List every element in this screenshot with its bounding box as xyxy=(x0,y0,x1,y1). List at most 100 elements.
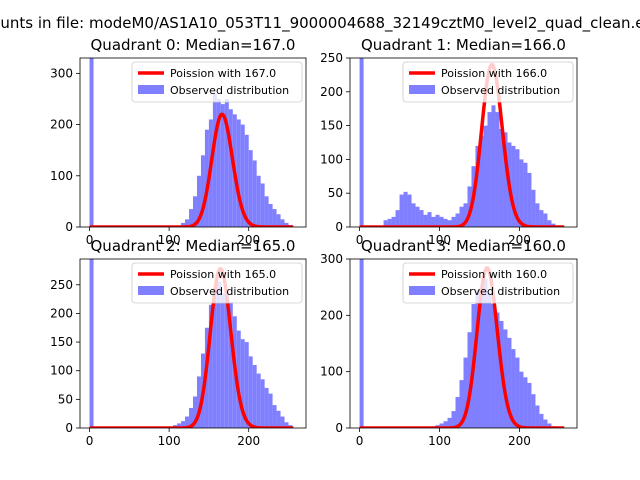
panel-title: Quadrant 3: Median=160.0 xyxy=(361,237,566,255)
histogram-bar xyxy=(539,210,544,227)
histogram-bar xyxy=(216,98,221,227)
histogram-bar xyxy=(511,349,516,428)
histogram-bar xyxy=(276,214,281,227)
y-tick-label: 50 xyxy=(328,186,343,200)
histogram-bar xyxy=(443,218,448,227)
histogram-bar xyxy=(256,373,261,428)
histogram-bar xyxy=(248,356,253,428)
histogram-bar xyxy=(256,175,261,227)
histogram-bar xyxy=(439,216,444,227)
y-tick-label: 150 xyxy=(320,119,343,133)
x-tick-label: 100 xyxy=(428,434,451,448)
histogram-bar xyxy=(228,109,233,227)
histogram-bar xyxy=(240,124,245,227)
histogram-bar xyxy=(523,162,528,227)
histogram-bar xyxy=(515,357,520,428)
legend-label-poisson: Poission with 160.0 xyxy=(441,268,547,281)
histogram-bar xyxy=(515,149,520,227)
legend-box xyxy=(402,61,574,103)
histogram-bar xyxy=(447,417,452,428)
histogram-bar xyxy=(272,405,277,428)
histogram-bar xyxy=(491,105,496,227)
histogram-bar xyxy=(507,337,512,428)
x-tick-label: 200 xyxy=(237,233,260,247)
histogram-bar xyxy=(451,216,456,227)
histogram-bar xyxy=(495,112,500,227)
y-tick-label: 200 xyxy=(320,308,343,322)
histogram-bar xyxy=(204,129,209,227)
histogram-bar xyxy=(212,93,217,227)
y-tick-label: 0 xyxy=(335,421,343,435)
legend-hist-swatch xyxy=(409,85,435,94)
legend: Poission with 166.0 Observed distribution xyxy=(402,61,574,103)
histogram-bar xyxy=(535,405,540,428)
axes-frame xyxy=(79,258,307,429)
panel-title: Quadrant 1: Median=166.0 xyxy=(361,36,566,54)
histogram-bar xyxy=(487,112,492,227)
y-tick-label: 0 xyxy=(335,220,343,234)
legend-box xyxy=(131,262,303,304)
y-tick-label: 100 xyxy=(50,169,73,183)
histogram-bar xyxy=(264,387,269,428)
histogram-bar xyxy=(89,58,94,227)
histogram-bar xyxy=(196,376,201,428)
histogram-bar xyxy=(503,329,508,428)
histogram-bar xyxy=(89,259,94,428)
histogram-bar xyxy=(459,380,464,428)
histogram-bar xyxy=(519,371,524,428)
histogram-bar xyxy=(196,175,201,227)
histogram-bar xyxy=(539,413,544,428)
histogram-bar xyxy=(467,332,472,428)
histogram-bar xyxy=(423,214,428,227)
histogram-bar xyxy=(359,259,364,428)
histogram-bar xyxy=(216,281,221,428)
axes-frame xyxy=(349,258,578,429)
histogram-bar xyxy=(527,172,532,227)
histogram-bar xyxy=(419,210,424,227)
histogram-bar xyxy=(244,134,249,227)
histogram-bar xyxy=(212,287,217,428)
histogram-bar xyxy=(272,209,277,227)
histogram-bar xyxy=(280,416,285,428)
histogram-bar xyxy=(483,125,488,227)
x-tick-label: 200 xyxy=(237,434,260,448)
histogram-bar xyxy=(189,407,193,428)
legend: Poission with 160.0 Observed distribution xyxy=(402,262,574,304)
histogram-bar xyxy=(244,342,249,428)
histogram-bar xyxy=(527,382,532,428)
legend-hist-swatch xyxy=(138,286,164,295)
x-tick-label: 100 xyxy=(428,233,451,247)
x-tick-label: 100 xyxy=(158,233,181,247)
legend-label-histogram: Observed distribution xyxy=(441,84,560,97)
histogram-bar xyxy=(455,213,460,227)
histogram-bar xyxy=(443,421,448,428)
histogram-bar xyxy=(220,104,225,227)
histogram-bar xyxy=(547,220,552,227)
histogram-bar xyxy=(200,155,205,227)
histogram-bar xyxy=(431,216,436,227)
histogram-bars xyxy=(359,58,560,227)
y-tick-label: 250 xyxy=(50,278,73,292)
y-tick-label: 100 xyxy=(320,152,343,166)
legend-label-poisson: Poission with 165.0 xyxy=(170,268,276,281)
x-tick-label: 100 xyxy=(158,434,181,448)
axes-frame xyxy=(79,57,307,228)
histogram-bar xyxy=(268,203,273,227)
histogram-bars xyxy=(359,259,560,428)
histogram-bar xyxy=(479,135,484,227)
histogram-bar xyxy=(531,394,536,428)
histogram-bar xyxy=(236,119,241,227)
histogram-bar xyxy=(511,145,516,227)
histogram-bar xyxy=(280,219,285,227)
histogram-bar xyxy=(415,206,420,227)
x-tick-label: 200 xyxy=(508,233,531,247)
histogram-bar xyxy=(208,304,213,428)
histogram-bar xyxy=(519,159,524,227)
histogram-bar xyxy=(455,397,460,428)
histogram-bar xyxy=(427,212,432,227)
histogram-bar xyxy=(531,189,536,227)
histogram-bar xyxy=(220,293,225,428)
histogram-bar xyxy=(399,194,404,227)
histogram-bars xyxy=(89,259,293,428)
